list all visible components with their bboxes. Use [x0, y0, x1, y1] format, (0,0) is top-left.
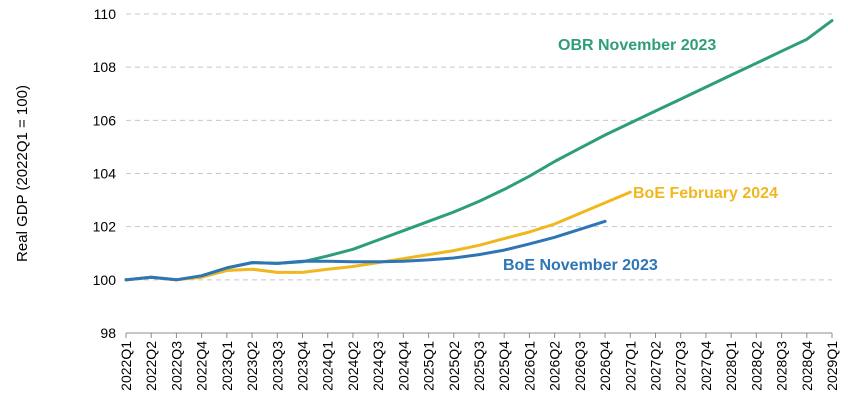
series-line-obr-nov-2023 — [124, 19, 834, 282]
series-label-boe-feb-2024: BoE February 2024 — [633, 185, 778, 202]
gridlines — [126, 13, 832, 281]
y-axis-title: Real GDP (2022Q1 = 100) — [14, 85, 31, 262]
x-tick-label: 2028Q3 — [774, 341, 790, 391]
y-tick-label: 110 — [94, 6, 117, 22]
x-tick-label: 2024Q1 — [320, 341, 336, 391]
x-tick-label: 2027Q2 — [648, 341, 664, 391]
x-tick-label: 2025Q4 — [496, 341, 512, 391]
x-tick-label: 2026Q4 — [597, 341, 613, 391]
x-tick-label: 2022Q3 — [168, 341, 184, 391]
x-tick-label: 2023Q4 — [295, 341, 311, 391]
x-tick-label: 2024Q2 — [345, 341, 361, 391]
x-tick-label: 2022Q2 — [143, 341, 159, 391]
y-tick-label: 108 — [93, 59, 117, 75]
x-tick-label: 2025Q1 — [421, 341, 437, 391]
series-label-boe-nov-2023: BoE November 2023 — [503, 257, 658, 274]
y-tick-label: 100 — [93, 272, 117, 288]
y-tick-label: 104 — [93, 166, 117, 182]
x-tick-label: 2028Q2 — [748, 341, 764, 391]
y-tick-label: 98 — [100, 325, 116, 341]
x-tick-label: 2026Q1 — [521, 341, 537, 391]
y-tick-labels: 98 100 102 104 106 108 110 — [93, 6, 117, 341]
series-label-obr-nov-2023: OBR November 2023 — [558, 37, 716, 54]
x-tick-label: 2023Q1 — [219, 341, 235, 391]
x-tick-label: 2024Q3 — [370, 341, 386, 391]
x-tick-label: 2025Q3 — [471, 341, 487, 391]
y-tick-label: 106 — [93, 112, 117, 128]
x-tick-label: 2027Q3 — [673, 341, 689, 391]
axes — [125, 332, 833, 338]
x-tick-label: 2027Q1 — [622, 341, 638, 391]
x-tick-labels: 2022Q1 2022Q2 2022Q3 2022Q4 2023Q1 2023Q2 2023… — [118, 341, 840, 391]
x-tick-label: 2028Q1 — [723, 341, 739, 391]
x-tick-label: 2028Q4 — [799, 341, 815, 391]
x-tick-label: 2024Q4 — [395, 341, 411, 391]
x-tick-label: 2023Q2 — [244, 341, 260, 391]
series-lines — [124, 19, 834, 282]
x-tick-label: 2027Q4 — [698, 341, 714, 391]
x-tick-label: 2026Q2 — [547, 341, 563, 391]
x-tick-label: 2026Q3 — [572, 341, 588, 391]
x-tick-label: 2022Q4 — [194, 341, 210, 391]
x-tick-label: 2029Q1 — [824, 341, 840, 391]
series-line-boe-nov-2023 — [124, 219, 607, 282]
x-tick-label: 2025Q2 — [446, 341, 462, 391]
y-tick-label: 102 — [93, 219, 117, 235]
x-tick-label: 2022Q1 — [118, 341, 134, 391]
x-tick-label: 2023Q3 — [269, 341, 285, 391]
